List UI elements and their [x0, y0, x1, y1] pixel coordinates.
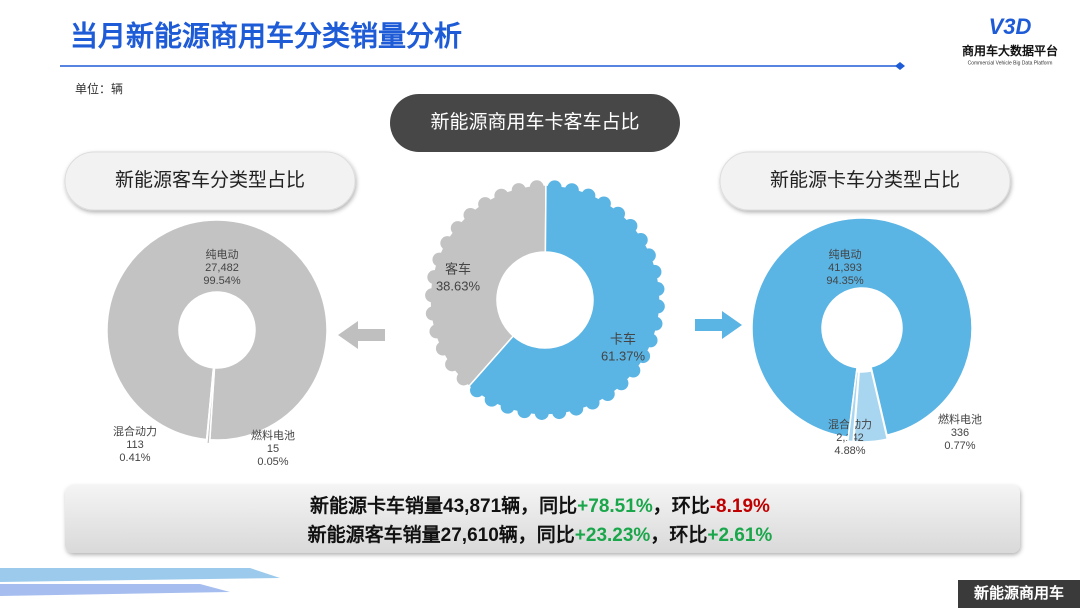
- gear-tooth: [636, 349, 651, 364]
- summary-box: [65, 485, 1020, 553]
- gear-tooth: [500, 399, 515, 414]
- summary-sep: ，环比: [653, 495, 710, 517]
- summary-text: 新能源卡车销量43,871辆，同比: [310, 494, 577, 517]
- gear-tooth: [435, 341, 450, 356]
- gear-tooth: [610, 206, 625, 221]
- data-label: 客车: [445, 261, 471, 276]
- deco-stripe: [0, 584, 230, 596]
- gear-tooth: [614, 376, 629, 391]
- gear-tooth: [600, 386, 615, 401]
- gear-tooth: [432, 252, 447, 267]
- data-label: 27,482: [205, 262, 239, 274]
- summary-text: 新能源客车销量27,610辆，同比: [308, 523, 575, 546]
- slide-title: 当月新能源商用车分类销量分析: [70, 19, 462, 51]
- gear-tooth: [463, 208, 478, 223]
- gear-tooth: [641, 248, 656, 263]
- logo-name: 商用车大数据平台: [962, 43, 1058, 58]
- arrow-right: [695, 311, 742, 339]
- summary-sep: ，环比: [650, 524, 707, 546]
- gear-tooth: [647, 264, 662, 279]
- gear-tooth: [429, 324, 444, 339]
- data-label: 0.41%: [119, 452, 150, 464]
- arrow-left: [338, 321, 385, 349]
- data-label: 113: [126, 439, 144, 451]
- gear-tooth: [427, 270, 442, 285]
- gear-tooth: [494, 188, 509, 203]
- data-label: 38.63%: [436, 278, 481, 293]
- gear-tooth: [484, 392, 499, 407]
- gear-tooth: [440, 236, 455, 251]
- footer-tag: [958, 580, 1080, 608]
- gear-tooth: [425, 288, 440, 303]
- chart-title: 新能源客车分类型占比: [115, 169, 305, 191]
- unit-label: 单位：辆: [75, 81, 123, 96]
- data-label: 燃料电池: [938, 412, 982, 426]
- data-label: 41,393: [828, 262, 862, 274]
- logo-subtitle: Commercial Vehicle Big Data Platform: [968, 60, 1053, 66]
- gear-tooth: [470, 383, 485, 398]
- pie-slice: [205, 370, 214, 445]
- gear-tooth: [585, 395, 600, 410]
- data-label: 4.88%: [834, 445, 865, 457]
- gear-tooth: [478, 197, 493, 212]
- data-label: 99.54%: [203, 275, 241, 287]
- data-label: 94.35%: [826, 275, 864, 287]
- summary-line: 新能源卡车销量43,871辆，同比+78.51%，环比-8.19%: [310, 494, 770, 517]
- gear-tooth: [569, 401, 584, 416]
- center-pill: [390, 94, 680, 152]
- logo-mark: V3D: [989, 14, 1032, 39]
- gear-tooth: [456, 371, 471, 386]
- mom: -8.19%: [710, 496, 770, 517]
- gear-tooth: [450, 221, 465, 236]
- gear-tooth: [534, 405, 549, 420]
- data-label: 卡车: [610, 331, 636, 346]
- yoy: +78.51%: [577, 496, 653, 517]
- yoy: +23.23%: [575, 525, 651, 546]
- gear-tooth: [547, 180, 562, 195]
- left-pill: [64, 151, 356, 211]
- data-label: 纯电动: [206, 248, 239, 261]
- gear-tooth: [517, 404, 532, 419]
- gear-tooth: [623, 218, 638, 233]
- gear-tooth: [445, 357, 460, 372]
- rule-diamond: [895, 62, 905, 70]
- gear-tooth: [650, 299, 665, 314]
- data-label: 纯电动: [829, 248, 862, 261]
- deco-stripe: [0, 568, 280, 582]
- gear-tooth: [633, 232, 648, 247]
- charts: 纯电动27,48299.54%混合动力1130.41%燃料电池150.05%客车…: [106, 180, 982, 468]
- summary-line: 新能源客车销量27,610辆，同比+23.23%，环比+2.61%: [308, 523, 773, 546]
- gear-tooth: [643, 333, 658, 348]
- footer-text: 新能源商用车: [974, 584, 1064, 602]
- gear-tooth: [648, 316, 663, 331]
- data-label: 0.05%: [257, 456, 288, 468]
- data-label: 15: [267, 443, 279, 455]
- pie-slice: [106, 219, 328, 441]
- data-label: 燃料电池: [251, 428, 295, 442]
- gear-tooth: [581, 188, 596, 203]
- data-label: 336: [951, 427, 969, 439]
- pie-slice: [846, 370, 860, 443]
- gear-tooth: [529, 180, 544, 195]
- data-label: 61.37%: [601, 348, 646, 363]
- right-pill: [719, 151, 1011, 211]
- data-label: 0.77%: [944, 440, 975, 452]
- gear-tooth: [596, 196, 611, 211]
- mom: +2.61%: [707, 525, 772, 546]
- gear-tooth: [650, 282, 665, 297]
- gear-tooth: [552, 405, 567, 420]
- gear-tooth: [511, 183, 526, 198]
- pie-slice: [751, 217, 973, 438]
- chart-title: 新能源卡车分类型占比: [770, 169, 960, 191]
- data-label: 混合动力: [113, 424, 157, 438]
- gear-tooth: [425, 306, 440, 321]
- gear-tooth: [626, 363, 641, 378]
- chart-title: 新能源商用车卡客车占比: [430, 111, 639, 133]
- gear-tooth: [564, 183, 579, 198]
